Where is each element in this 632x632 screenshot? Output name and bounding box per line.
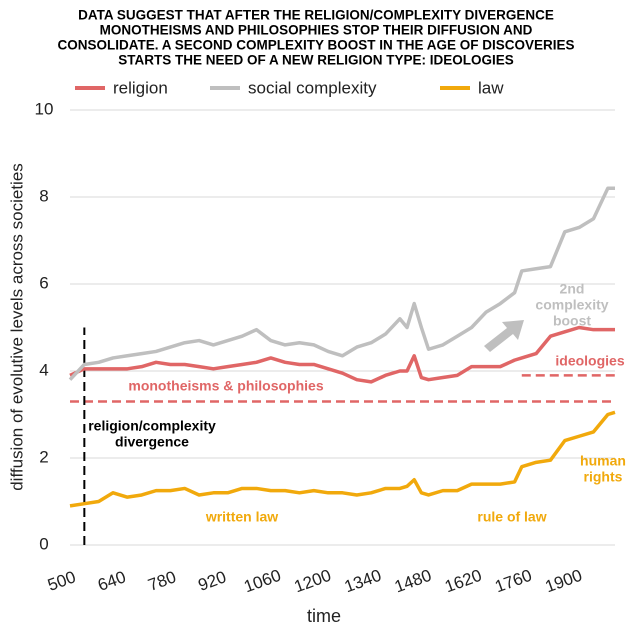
series-line [68,186,615,381]
x-tick-label: 1200 [292,566,334,597]
y-tick-label: 8 [39,186,48,205]
annotation: written law [205,509,278,525]
annotation: rights [584,469,623,485]
x-tick-label: 1620 [442,566,484,597]
series-line [69,410,616,508]
x-tick-label: 920 [196,567,229,595]
x-tick-label: 1760 [492,566,534,597]
legend-label: social complexity [248,78,377,97]
x-tick-label: 1060 [241,566,283,597]
y-tick-label: 2 [39,447,48,466]
annotation: religion/complexity [88,418,216,434]
annotation: 2nd [560,281,585,297]
y-axis-label: diffusion of evolutive levels across soc… [7,163,26,491]
y-tick-label: 4 [39,360,48,379]
annotation: monotheisms & philosophies [128,378,323,394]
x-tick-label: 640 [95,567,128,595]
annotation: rule of law [477,509,546,525]
series-line [69,325,615,384]
annotation: divergence [115,434,189,450]
x-tick-label: 1900 [543,566,585,597]
annotation: ideologies [555,353,624,369]
chart-title: DATA SUGGEST THAT AFTER THE RELIGION/COM… [78,8,554,23]
legend-label: religion [113,78,168,97]
annotation: boost [553,313,591,329]
x-tick-label: 1340 [342,566,384,597]
y-tick-label: 10 [35,99,54,118]
chart-title: STARTS THE NEED OF A NEW RELIGION TYPE: … [118,53,514,68]
x-tick-label: 1480 [392,566,434,597]
annotation: complexity [535,297,608,313]
y-tick-label: 0 [39,534,48,553]
chart-title: MONOTHEISMS AND PHILOSOPHIES STOP THEIR … [100,23,533,38]
arrow [484,320,524,352]
chart-title: CONSOLIDATE. A SECOND COMPLEXITY BOOST I… [57,38,574,53]
x-axis-label: time [307,606,341,626]
legend-label: law [478,78,504,97]
x-tick-label: 780 [145,567,178,595]
annotation: human [580,453,626,469]
x-tick-label: 500 [45,567,78,595]
y-tick-label: 6 [39,273,48,292]
